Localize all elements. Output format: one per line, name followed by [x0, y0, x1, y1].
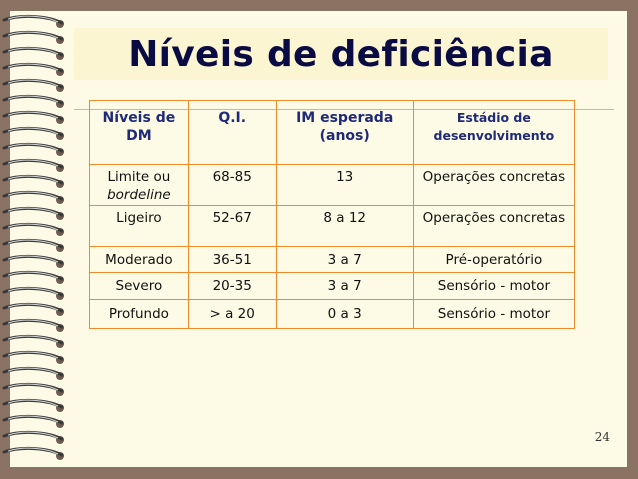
- binding-ring-shine: [7, 191, 59, 199]
- binding-ring-shine: [7, 431, 59, 439]
- cell-nivel: Severo: [89, 272, 189, 300]
- cell-nivel: Profundo: [89, 299, 189, 329]
- binding-ring-shine: [7, 399, 59, 407]
- cell-qi: > a 20: [187, 299, 277, 329]
- binding-ring-shine: [7, 271, 59, 279]
- deficiency-table: Níveis de DM Q.I. IM esperada (anos) Est…: [89, 100, 576, 329]
- binding-ring-shine: [7, 207, 59, 215]
- cell-estadio: Operações concretas: [412, 164, 576, 206]
- cell-estadio: Sensório - motor: [412, 272, 576, 300]
- cell-nivel: Limite ou bordeline: [89, 164, 189, 206]
- table-row: Profundo > a 20 0 a 3 Sensório - motor: [89, 299, 576, 329]
- binding-ring-shine: [7, 287, 59, 295]
- cell-im: 13: [275, 164, 414, 206]
- binding-ring-shine: [7, 143, 59, 151]
- table-row: Moderado 36-51 3 a 7 Pré-operatório: [89, 246, 576, 273]
- binding-ring-shine: [7, 239, 59, 247]
- binding-ring-shine: [7, 335, 59, 343]
- binding-ring-shine: [7, 255, 59, 263]
- binding-ring-shine: [7, 303, 59, 311]
- table-header-row: Níveis de DM Q.I. IM esperada (anos) Est…: [89, 100, 576, 165]
- binding-ring-shine: [7, 223, 59, 231]
- cell-qi: 36-51: [187, 246, 277, 273]
- binding-ring-shine: [7, 63, 59, 71]
- binding-ring-shine: [7, 319, 59, 327]
- slide-title: Níveis de deficiência: [128, 34, 554, 75]
- cell-estadio: Sensório - motor: [412, 299, 576, 329]
- binding-ring-shine: [7, 159, 59, 167]
- table-row: Severo 20-35 3 a 7 Sensório - motor: [89, 272, 576, 300]
- binding-ring-shine: [7, 367, 59, 375]
- cell-nivel: Ligeiro: [89, 205, 189, 247]
- table-row: Ligeiro 52-67 8 a 12 Operações concretas: [89, 205, 576, 247]
- cell-nivel-sub: bordeline: [107, 187, 171, 203]
- cell-qi: 68-85: [187, 164, 277, 206]
- cell-im: 8 a 12: [275, 205, 414, 247]
- binding-ring-shine: [7, 79, 59, 87]
- binding-ring-shine: [7, 15, 59, 23]
- binding-ring-shine: [7, 127, 59, 135]
- binding-ring-shine: [7, 415, 59, 423]
- cell-qi: 52-67: [187, 205, 277, 247]
- binding-ring-shine: [7, 351, 59, 359]
- page-number: 24: [594, 430, 610, 444]
- header-niveis: Níveis de DM: [89, 100, 189, 165]
- title-band: [74, 28, 608, 80]
- cell-estadio: Pré-operatório: [412, 246, 576, 273]
- binding-ring-shine: [7, 111, 59, 119]
- cell-qi: 20-35: [187, 272, 277, 300]
- binding-ring-shine: [7, 47, 59, 55]
- header-qi: Q.I.: [187, 100, 277, 165]
- cell-im: 0 a 3: [275, 299, 414, 329]
- binding-ring-shine: [7, 31, 59, 39]
- header-estadio: Estádio de desenvolvimento: [412, 100, 576, 165]
- cell-estadio: Operações concretas: [412, 205, 576, 247]
- binding-ring-shine: [7, 175, 59, 183]
- table-row: Limite ou bordeline 68-85 13 Operações c…: [89, 164, 576, 206]
- cell-im: 3 a 7: [275, 246, 414, 273]
- cell-im: 3 a 7: [275, 272, 414, 300]
- binding-ring-shine: [7, 95, 59, 103]
- header-im: IM esperada (anos): [275, 100, 414, 165]
- binding-ring-shine: [7, 447, 59, 455]
- cell-nivel-text: Limite ou: [107, 169, 171, 185]
- binding-ring-shine: [7, 383, 59, 391]
- spiral-binding-icon: [2, 14, 64, 460]
- cell-nivel: Moderado: [89, 246, 189, 273]
